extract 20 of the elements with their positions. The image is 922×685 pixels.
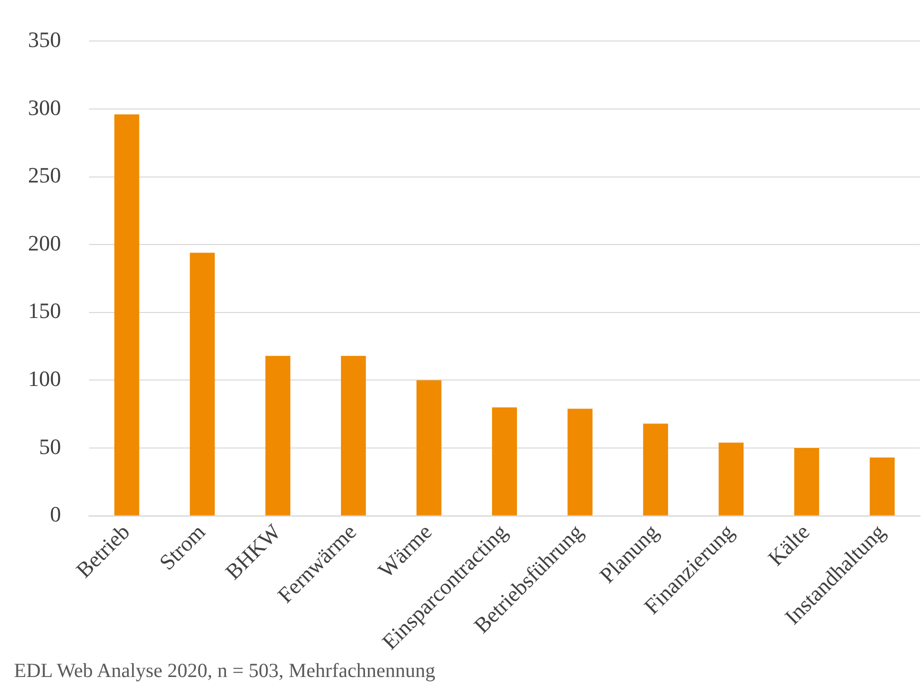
y-tick-label: 200 [28,230,61,256]
y-tick-label: 100 [28,366,61,392]
y-tick-label: 300 [28,94,61,120]
y-tick-label: 350 [28,26,61,52]
bar [190,252,215,516]
y-tick-label: 150 [28,298,61,324]
bar [718,442,744,516]
bar [114,114,140,516]
bar [643,424,668,516]
bar [794,448,820,516]
bar [870,458,895,516]
bar [568,408,593,516]
y-tick-label: 50 [39,434,61,459]
y-tick-label: 0 [50,502,61,527]
bar [492,407,517,516]
bar [340,356,366,516]
bar [265,356,290,516]
y-tick-label: 250 [28,162,61,188]
bar [416,380,442,516]
text: EDL Web Analyse 2020, n = 503, Mehrfachnennung [14,660,436,683]
